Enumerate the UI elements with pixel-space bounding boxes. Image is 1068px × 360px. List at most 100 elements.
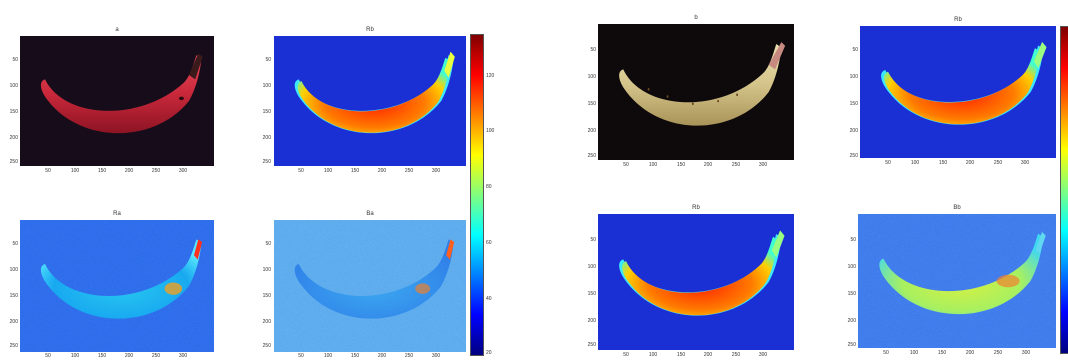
y-tick: 250: [847, 342, 856, 348]
colorbar-tick: 120: [486, 73, 495, 79]
x-tick: 300: [431, 353, 441, 359]
y-tick: 50: [12, 57, 18, 63]
y-tick: 150: [849, 101, 858, 107]
y-tick: 200: [847, 318, 856, 324]
x-tick: 50: [298, 168, 304, 174]
jet-map-noisy-yellow: [858, 214, 1056, 348]
x-tick: 200: [124, 168, 134, 174]
y-tick: 200: [9, 319, 18, 325]
x-tick: 50: [885, 160, 891, 166]
x-tick: 300: [178, 168, 188, 174]
y-tick: 100: [262, 267, 271, 273]
y-tick: 250: [587, 342, 596, 348]
y-tick: 100: [9, 83, 18, 89]
x-tick: 300: [1020, 160, 1030, 166]
x-tick: 150: [676, 352, 686, 358]
x-tick: 300: [178, 353, 188, 359]
jet-map-soft: [20, 220, 214, 352]
x-tick: 50: [45, 353, 51, 359]
x-tick: 200: [377, 353, 387, 359]
panel-ra-rb: Rb: [274, 27, 466, 166]
y-tick: 250: [587, 153, 596, 159]
x-tick: 150: [676, 162, 686, 168]
jet-map-strong: [598, 214, 794, 350]
panel-title: Rb: [954, 17, 962, 23]
y-tick: 250: [262, 343, 271, 349]
y-tick: 150: [9, 293, 18, 299]
y-tick: 200: [849, 128, 858, 134]
x-tick: 250: [731, 162, 741, 168]
panel-rb: Rb: [598, 205, 794, 350]
y-tick: 50: [590, 237, 596, 243]
x-tick: 200: [965, 160, 975, 166]
x-tick: 250: [404, 168, 414, 174]
x-tick: 300: [758, 352, 768, 358]
x-tick: 200: [703, 352, 713, 358]
x-tick: 250: [404, 353, 414, 359]
x-tick: 50: [45, 168, 51, 174]
y-tick: 50: [12, 241, 18, 247]
y-tick: 100: [587, 74, 596, 80]
panel-title: Bb: [953, 205, 961, 211]
x-tick: 150: [97, 353, 107, 359]
y-tick: 150: [587, 101, 596, 107]
panel-title: a: [115, 27, 119, 33]
y-tick: 100: [847, 264, 856, 270]
y-tick: 50: [850, 237, 856, 243]
colorbar-tick: 100: [486, 128, 495, 134]
y-tick: 50: [590, 47, 596, 53]
x-tick: 150: [350, 353, 360, 359]
y-tick: 150: [587, 291, 596, 297]
jet-map-strong: [860, 26, 1056, 158]
y-tick: 250: [9, 159, 18, 165]
y-tick: 150: [9, 109, 18, 115]
panel-bb: Bb: [858, 205, 1056, 348]
y-tick: 250: [849, 153, 858, 159]
y-tick: 100: [9, 267, 18, 273]
panel-ba: Ba: [274, 211, 466, 352]
y-tick: 200: [262, 135, 271, 141]
x-tick: 100: [70, 168, 80, 174]
x-tick: 100: [648, 162, 658, 168]
x-tick: 100: [323, 168, 333, 174]
x-tick: 200: [703, 162, 713, 168]
yellow-banana-photo: [598, 24, 794, 160]
x-tick: 100: [323, 353, 333, 359]
x-tick: 250: [151, 168, 161, 174]
x-tick: 50: [623, 162, 629, 168]
x-tick: 300: [431, 168, 441, 174]
x-tick: 100: [70, 353, 80, 359]
x-tick: 150: [350, 168, 360, 174]
x-tick: 150: [97, 168, 107, 174]
x-tick: 300: [1021, 350, 1031, 356]
colorbar-left: [470, 34, 484, 356]
x-tick: 300: [758, 162, 768, 168]
y-tick: 100: [849, 74, 858, 80]
x-tick: 200: [965, 350, 975, 356]
y-tick: 200: [587, 318, 596, 324]
x-tick: 200: [124, 353, 134, 359]
y-tick: 200: [9, 135, 18, 141]
panel-title: Ra: [113, 211, 121, 217]
colorbar-tick: 80: [486, 184, 492, 190]
y-tick: 200: [262, 319, 271, 325]
x-tick: 100: [648, 352, 658, 358]
colorbar-tick: 60: [486, 240, 492, 246]
panel-title: Rb: [366, 27, 374, 33]
y-tick: 50: [852, 47, 858, 53]
x-tick: 50: [883, 350, 889, 356]
red-banana-photo: [20, 36, 214, 166]
y-tick: 250: [9, 343, 18, 349]
colorbar-tick: 20: [486, 350, 492, 356]
x-tick: 250: [993, 350, 1003, 356]
y-tick: 50: [265, 57, 271, 63]
x-tick: 250: [993, 160, 1003, 166]
x-tick: 200: [377, 168, 387, 174]
panel-ra: Ra: [20, 211, 214, 352]
panel-title: Rb: [692, 205, 700, 211]
panel-rb-top: Rb: [860, 17, 1056, 158]
y-tick: 150: [847, 291, 856, 297]
colorbar-right: [1060, 26, 1068, 354]
jet-map-noisy: [274, 220, 466, 352]
x-tick: 150: [938, 160, 948, 166]
